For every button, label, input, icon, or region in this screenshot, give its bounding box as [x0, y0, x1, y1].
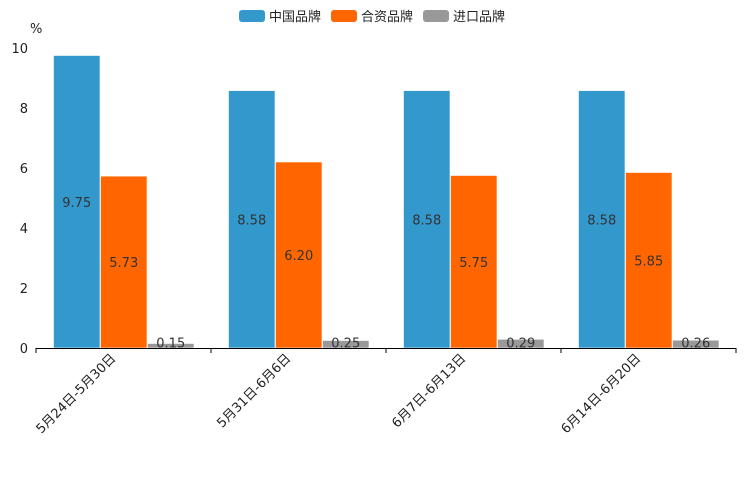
y-tick-label: 8: [20, 102, 28, 117]
x-tick-label: 5月24日-5月30日: [34, 351, 120, 437]
legend[interactable]: 中国品牌 合资品牌 进口品牌: [239, 9, 505, 25]
legend-label-1[interactable]: 中国品牌: [269, 9, 321, 25]
data-label: 0.25: [331, 337, 360, 352]
data-label: 5.85: [634, 254, 663, 269]
data-label: 6.20: [284, 249, 313, 264]
bar-2[interactable]: [450, 175, 498, 349]
x-tick-label: 6月14日-6月20日: [559, 351, 645, 437]
x-axis: 5月24日-5月30日 5月31日-6月6日 6月7日-6月13日 6月14日-6月2…: [34, 348, 737, 437]
legend-swatch-2[interactable]: [331, 10, 357, 22]
plot-area: 9.75 5.73 0.15 8.58 6.20 0.25 8.58 5.75 0.29 8.58…: [53, 55, 720, 352]
bar-2[interactable]: [275, 161, 323, 349]
y-tick-label: 6: [20, 162, 28, 177]
legend-swatch-3[interactable]: [423, 10, 449, 22]
bar-1[interactable]: [403, 90, 451, 349]
data-label: 0.26: [681, 337, 710, 352]
data-label: 5.73: [109, 256, 138, 271]
data-label: 8.58: [412, 213, 441, 228]
data-label: 0.15: [156, 337, 185, 352]
y-tick-label: 2: [20, 282, 28, 297]
bar-1[interactable]: [578, 90, 626, 349]
legend-label-2[interactable]: 合资品牌: [361, 9, 413, 25]
data-label: 8.58: [587, 213, 616, 228]
y-tick-label: 4: [20, 222, 28, 237]
bar-2[interactable]: [100, 175, 148, 349]
legend-label-3[interactable]: 进口品牌: [453, 9, 505, 25]
data-label: 0.29: [506, 337, 535, 352]
x-tick-label: 5月31日-6月6日: [214, 351, 294, 431]
x-tick-label: 6月7日-6月13日: [389, 351, 469, 431]
y-axis: 0 2 4 6 8 10: [11, 42, 28, 357]
data-label: 9.75: [62, 196, 91, 211]
y-tick-label: 0: [20, 342, 28, 357]
y-axis-unit-label: %: [30, 22, 42, 37]
legend-swatch-1[interactable]: [239, 10, 265, 22]
data-label: 5.75: [459, 256, 488, 271]
y-tick-label: 10: [11, 42, 28, 57]
bar-1[interactable]: [53, 55, 101, 349]
bar-2[interactable]: [625, 172, 673, 349]
bar-1[interactable]: [228, 90, 276, 349]
data-label: 8.58: [237, 213, 266, 228]
